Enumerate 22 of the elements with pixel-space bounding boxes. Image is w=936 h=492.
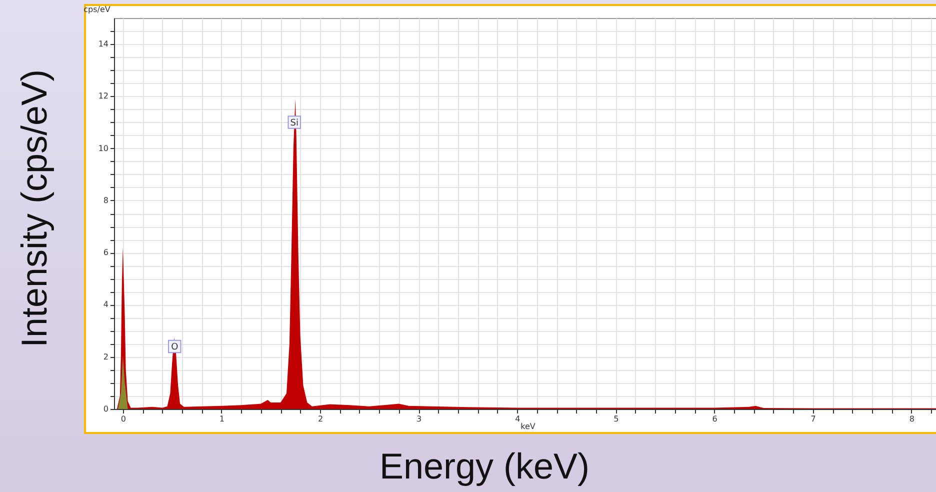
x-tick-label: 8 <box>909 414 914 424</box>
y-tick-label: 0 <box>103 404 108 414</box>
x-tick-label: 3 <box>416 414 422 424</box>
y-tick-label: 6 <box>103 248 108 258</box>
x-tick-label: 1 <box>219 414 224 424</box>
y-tick-label: 14 <box>98 40 108 49</box>
x-tick-label: 7 <box>810 414 816 424</box>
annotation: Si <box>290 118 298 128</box>
x-axis-title: Energy (keV) <box>379 446 590 486</box>
x-tick-label: 6 <box>712 414 718 424</box>
y-axis-title: Intensity (cps/eV) <box>14 69 54 348</box>
y-tick-label: 8 <box>103 196 108 205</box>
x-tick-label: 0 <box>120 414 126 424</box>
annotation: O <box>171 342 178 352</box>
x-tick-label: 4 <box>515 414 520 424</box>
y-tick-label: 2 <box>103 352 108 362</box>
y-tick-label: 4 <box>103 300 108 310</box>
x-tick-label: 2 <box>318 414 324 424</box>
x-tick-label: 5 <box>614 414 619 424</box>
y-tick-label: 10 <box>98 144 108 153</box>
y-tick-label: 12 <box>98 92 108 101</box>
text: keV <box>520 422 536 431</box>
